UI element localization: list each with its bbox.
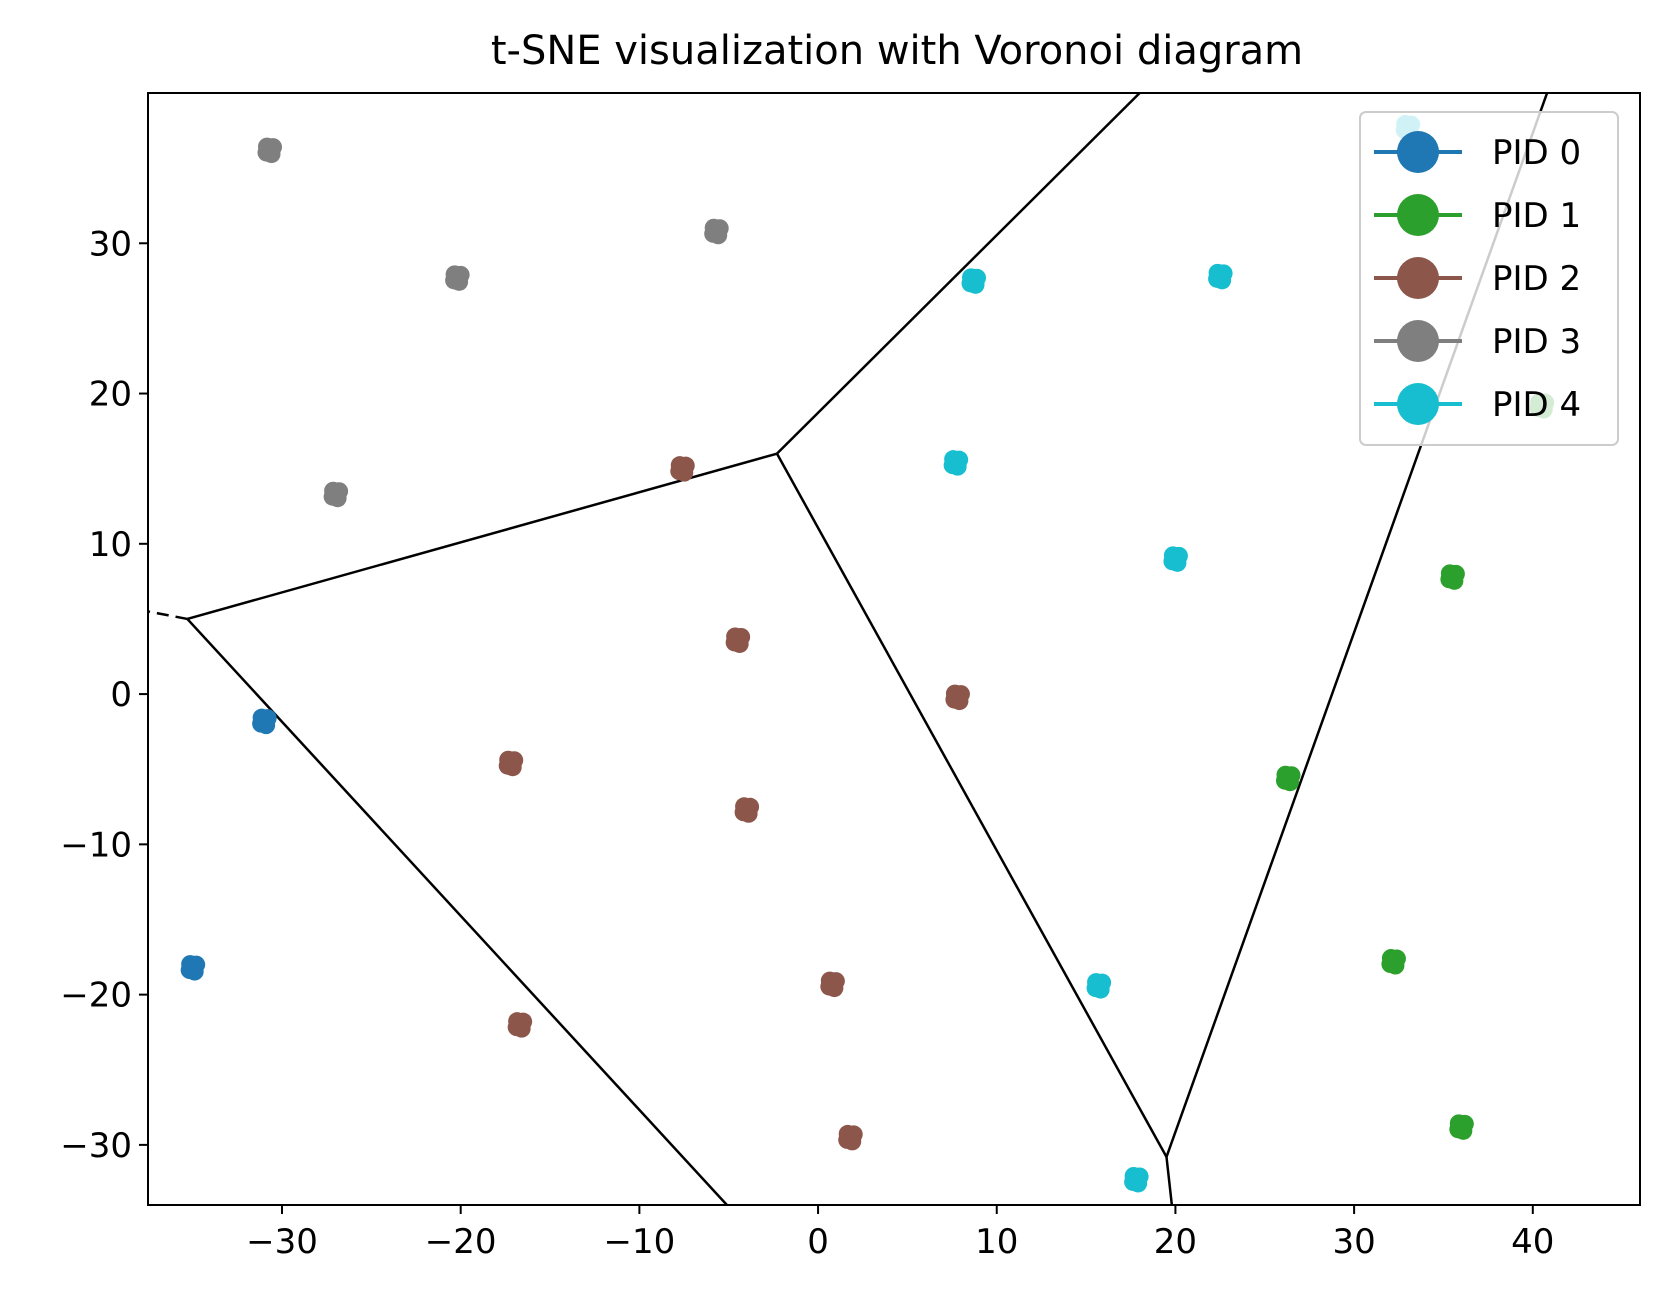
legend-item: PID 3: [1374, 320, 1581, 362]
data-point: [323, 481, 349, 508]
data-point: [180, 955, 206, 981]
voronoi-edge: [775, 453, 1168, 1158]
data-point: [670, 456, 695, 482]
voronoi-edge: [1165, 1156, 1174, 1205]
legend-marker: [1397, 257, 1439, 299]
y-tick-label: −20: [60, 976, 132, 1016]
legend-item: PID 1: [1374, 194, 1581, 236]
legend-label: PID 4: [1492, 385, 1581, 425]
legend-item: PID 2: [1374, 257, 1581, 299]
data-point: [507, 1012, 533, 1038]
legend-marker: [1397, 383, 1439, 425]
y-tick-label: −10: [60, 825, 132, 865]
plot-frame: [147, 92, 1641, 1206]
data-point: [838, 1124, 863, 1151]
x-tick-label: −30: [246, 1222, 318, 1262]
x-tick-label: 40: [1511, 1222, 1554, 1262]
data-point: [1208, 263, 1233, 290]
x-tick-label: 20: [1154, 1222, 1197, 1262]
data-point: [704, 218, 729, 245]
data-point: [945, 684, 970, 711]
data-point: [1381, 949, 1406, 975]
legend-label: PID 2: [1492, 259, 1581, 299]
y-tick-label: 20: [89, 375, 132, 415]
data-point: [1449, 1114, 1474, 1140]
data-point: [1163, 546, 1188, 572]
y-axis: −30 −20 −10 0 10 20 30: [60, 224, 148, 1166]
data-point: [943, 450, 969, 476]
x-tick-label: 0: [807, 1222, 829, 1262]
data-point: [961, 268, 987, 294]
data-point: [1275, 765, 1301, 792]
data-point: [1440, 564, 1465, 590]
data-point: [1086, 973, 1112, 999]
x-tick-label: 30: [1332, 1222, 1375, 1262]
legend-label: PID 3: [1492, 322, 1581, 362]
voronoi-edge: [186, 618, 728, 1205]
y-tick-label: 10: [89, 525, 132, 565]
data-point: [257, 137, 283, 164]
legend-label: PID 1: [1492, 196, 1581, 236]
legend-marker: [1397, 131, 1439, 173]
y-tick-label: 0: [110, 675, 132, 715]
data-point: [725, 627, 751, 653]
legend-item: PID 0: [1374, 131, 1581, 173]
y-tick-label: −30: [60, 1126, 132, 1166]
legend-marker: [1397, 320, 1439, 362]
voronoi-edge: [186, 452, 778, 621]
x-axis: −30 −20 −10 0 10 20 30 40: [246, 1205, 1554, 1262]
voronoi-edge: [776, 93, 1141, 455]
data-point: [498, 750, 524, 777]
data-point: [820, 971, 845, 998]
voronoi-edge: [148, 610, 188, 621]
x-tick-label: −10: [603, 1222, 675, 1262]
data-point: [1124, 1166, 1149, 1193]
data-point: [252, 708, 277, 735]
legend-marker: [1397, 194, 1439, 236]
y-tick-label: 30: [89, 224, 132, 264]
data-point: [445, 265, 470, 291]
x-tick-label: −20: [425, 1222, 497, 1262]
x-tick-label: 10: [975, 1222, 1018, 1262]
chart-title: t-SNE visualization with Voronoi diagram: [491, 28, 1303, 74]
legend-label: PID 0: [1492, 133, 1581, 173]
legend-item: PID 4: [1374, 383, 1581, 425]
data-point: [734, 797, 760, 823]
legend: PID 0 PID 1 PID 2 PID 3 PID 4: [1359, 111, 1619, 446]
